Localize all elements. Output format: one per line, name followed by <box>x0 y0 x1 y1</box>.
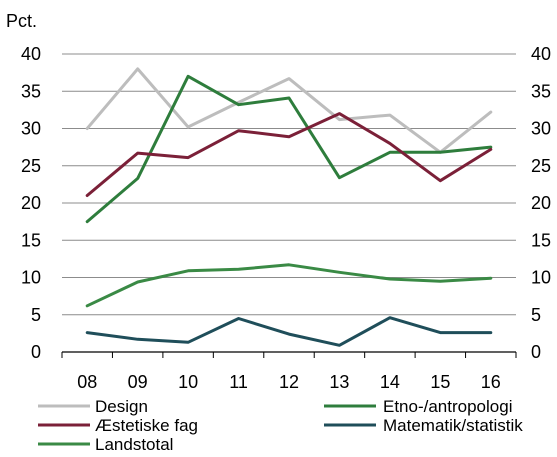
y-tick-label-left: 35 <box>21 81 41 101</box>
tick-labels: 0 0 5 5 10 10 15 15 20 20 25 25 30 30 35 35 40 40 08 09 10 11… <box>21 44 551 392</box>
y-tick-label-left: 40 <box>21 44 41 64</box>
legend-label: Etno-/antropologi <box>383 397 512 416</box>
y-axis-unit-label: Pct. <box>6 11 37 31</box>
x-tick-label: 13 <box>329 372 349 392</box>
series-line <box>85 74 493 224</box>
y-tick-label-right: 25 <box>531 156 551 176</box>
x-tick-label: 15 <box>430 372 450 392</box>
legend-label: Landstotal <box>95 435 173 454</box>
y-tick-label-right: 40 <box>531 44 551 64</box>
axes <box>61 351 517 358</box>
x-tick-label: 08 <box>77 372 97 392</box>
y-tick-label-left: 25 <box>21 156 41 176</box>
y-tick-label-left: 15 <box>21 230 41 250</box>
y-tick-label-left: 30 <box>21 119 41 139</box>
y-tick-label-left: 0 <box>31 342 41 362</box>
legend-label: Design <box>95 397 148 416</box>
y-tick-label-right: 15 <box>531 230 551 250</box>
series-line <box>85 263 493 308</box>
x-tick-label: 12 <box>279 372 299 392</box>
gridlines <box>62 53 516 316</box>
y-tick-label-left: 5 <box>31 305 41 325</box>
series-line <box>85 316 493 347</box>
legend-label: Matematik/statistik <box>383 416 523 435</box>
x-tick-label: 09 <box>128 372 148 392</box>
x-tick-label: 16 <box>481 372 501 392</box>
y-tick-label-right: 35 <box>531 81 551 101</box>
y-tick-label-right: 10 <box>531 268 551 288</box>
y-tick-label-right: 5 <box>531 305 541 325</box>
y-tick-label-right: 30 <box>531 119 551 139</box>
legend: Design Etno-/antropologi Æstetiske fag Mate… <box>38 397 523 454</box>
x-tick-label: 10 <box>178 372 198 392</box>
series-line <box>85 112 493 197</box>
y-tick-label-left: 10 <box>21 268 41 288</box>
series-line <box>85 67 493 154</box>
legend-label: Æstetiske fag <box>95 416 198 435</box>
y-tick-label-right: 20 <box>531 193 551 213</box>
y-tick-label-right: 0 <box>531 342 541 362</box>
series-lines <box>85 67 493 347</box>
y-tick-label-left: 20 <box>21 193 41 213</box>
x-tick-label: 11 <box>229 372 248 392</box>
x-tick-label: 14 <box>380 372 400 392</box>
